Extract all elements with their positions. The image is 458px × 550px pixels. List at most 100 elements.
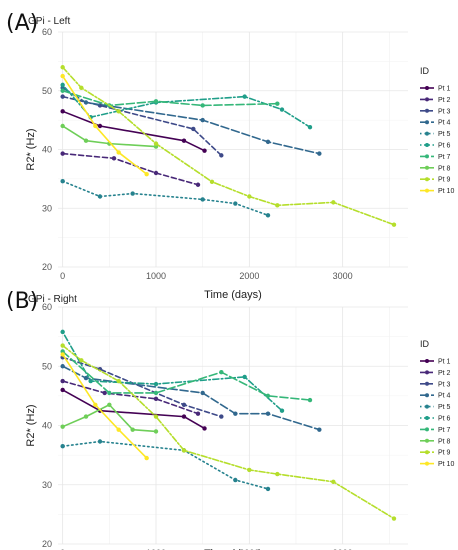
data-point [83, 375, 89, 381]
legend-swatch-point [425, 97, 429, 102]
series-line [61, 350, 311, 401]
series-pt-5 [60, 179, 271, 218]
series-line [61, 95, 223, 157]
data-point [265, 139, 271, 145]
data-point [116, 378, 121, 384]
legend-title: ID [420, 66, 430, 76]
data-point [181, 402, 187, 407]
legend-swatch-point [425, 359, 429, 363]
data-point [181, 448, 187, 453]
legend-swatch-point [425, 438, 429, 443]
legend-label: Pt 7 [438, 427, 451, 434]
series-group [60, 329, 397, 521]
legend-label: Pt 5 [438, 404, 451, 411]
series-pt-4 [60, 85, 322, 156]
data-point [116, 427, 121, 432]
legend-title: ID [420, 339, 430, 349]
series-pt-6 [60, 329, 285, 413]
data-point [279, 107, 285, 112]
y-tick-label: 60 [42, 302, 52, 312]
data-point [60, 82, 65, 88]
legend-item: Pt 8 [420, 438, 451, 445]
data-point [219, 414, 224, 419]
y-tick-label: 60 [42, 27, 52, 37]
legend-item: Pt 5 [420, 404, 451, 411]
data-point [317, 151, 322, 156]
series-pt-10 [60, 73, 149, 177]
legend-item: Pt 6 [420, 143, 451, 150]
legend-label: Pt 3 [438, 108, 451, 115]
legend-item: Pt 10 [420, 188, 454, 195]
data-point [111, 156, 117, 161]
legend-item: Pt 2 [420, 370, 451, 377]
data-point [60, 109, 65, 114]
legend-label: Pt 7 [438, 154, 451, 161]
y-tick-label: 30 [42, 203, 52, 213]
gridlines [58, 306, 408, 545]
x-tick-label: 0 [60, 548, 65, 550]
data-point [83, 138, 89, 143]
data-point [242, 374, 247, 380]
data-point [144, 455, 149, 461]
data-point [202, 426, 207, 431]
legend-item: Pt 3 [420, 381, 451, 388]
legend-label: Pt 3 [438, 381, 451, 388]
legend-swatch-point [425, 165, 429, 170]
data-point [247, 194, 252, 199]
data-point [60, 364, 65, 369]
data-point [60, 378, 65, 384]
series-line [61, 389, 206, 430]
legend-label: Pt 9 [438, 450, 451, 457]
data-point [247, 467, 252, 473]
data-point [60, 179, 65, 184]
data-point [275, 203, 280, 208]
data-point [265, 411, 271, 416]
legend-swatch-point [425, 120, 429, 125]
legend-item: Pt 5 [420, 131, 451, 138]
data-point [60, 123, 65, 129]
series-pt-10 [60, 352, 149, 461]
legend-swatch-point [425, 143, 429, 147]
data-point [144, 171, 149, 177]
series-line [61, 365, 321, 431]
legend-label: Pt 1 [438, 86, 451, 93]
legend-item: Pt 1 [420, 86, 451, 93]
data-point [200, 390, 205, 396]
data-point [233, 201, 238, 206]
data-point [60, 444, 65, 449]
data-point [307, 397, 313, 403]
x-tick-label: 0 [60, 271, 65, 281]
panel-title: GPi - Right [28, 294, 77, 305]
legend-item: Pt 7 [420, 154, 451, 161]
data-point [93, 123, 98, 129]
panel-label: (B) [6, 289, 38, 314]
data-point [191, 126, 196, 132]
series-pt-3 [60, 355, 224, 419]
legend-swatch-point [425, 154, 429, 159]
data-point [153, 429, 159, 434]
legend-swatch-point [425, 131, 429, 136]
legend-item: Pt 9 [420, 177, 451, 184]
legend-label: Pt 8 [438, 438, 451, 445]
data-point [153, 99, 159, 104]
data-point [181, 414, 187, 419]
legend-item: Pt 4 [420, 120, 451, 127]
legend-label: Pt 10 [438, 461, 454, 468]
legend-item: Pt 8 [420, 165, 451, 172]
legend-item: Pt 7 [420, 427, 451, 434]
data-point [102, 390, 107, 396]
legend-swatch-point [425, 404, 429, 409]
y-axis-label: R2* (Hz) [25, 128, 37, 170]
y-tick-label: 40 [42, 421, 52, 431]
series-line [61, 180, 269, 217]
data-point [209, 179, 215, 185]
legend-swatch-point [425, 381, 429, 386]
data-point [60, 343, 65, 348]
data-point [60, 151, 65, 156]
data-point [60, 387, 65, 393]
data-point [153, 170, 159, 176]
data-point [153, 414, 159, 419]
legend-item: Pt 6 [420, 416, 451, 423]
series-pt-2 [60, 378, 201, 416]
series-line [61, 110, 206, 152]
